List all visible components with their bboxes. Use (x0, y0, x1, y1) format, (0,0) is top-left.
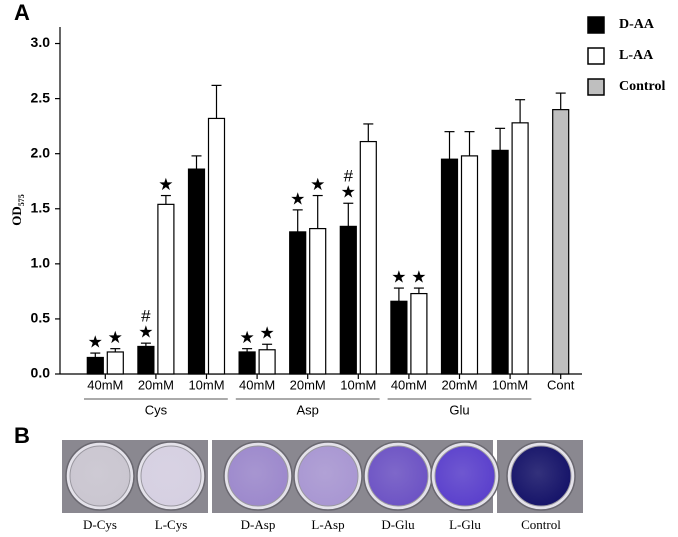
y-tick-label: 1.0 (31, 255, 51, 271)
x-tick-label: 10mM (492, 377, 528, 392)
legend-label: L-AA (619, 48, 654, 63)
bar (491, 149, 509, 375)
well (69, 445, 131, 507)
x-tick-label: 40mM (87, 377, 123, 392)
y-axis-label-main: OD (9, 206, 24, 226)
bar (440, 158, 459, 375)
x-tick-label: 10mM (340, 377, 376, 392)
well (297, 445, 359, 507)
bar (258, 349, 276, 375)
x-tick-label: 10mM (188, 377, 224, 392)
significance-mark: ★ (341, 183, 356, 202)
y-tick-label: 2.5 (31, 89, 51, 105)
legend-swatch (587, 16, 605, 34)
well (227, 445, 289, 507)
bar (137, 345, 155, 375)
y-tick-label: 0.5 (31, 310, 51, 326)
legend-swatch (587, 78, 605, 96)
significance-mark: ★ (310, 175, 325, 194)
bar (86, 356, 104, 375)
panel-label: A (14, 0, 30, 25)
significance-mark: ★ (88, 333, 103, 352)
x-tick-label: 40mM (391, 377, 427, 392)
group-label: Glu (449, 402, 469, 417)
y-tick-label: 3.0 (31, 34, 51, 50)
well (140, 445, 202, 507)
bar (309, 227, 327, 375)
panel-label: B (14, 423, 30, 448)
well-label: L-Asp (311, 517, 344, 532)
legend-swatch (587, 47, 605, 65)
bar (187, 168, 206, 375)
bar (511, 122, 529, 375)
well-label: L-Cys (155, 517, 188, 532)
significance-mark: ★ (290, 189, 305, 208)
significance-mark: # (141, 307, 151, 326)
bar (339, 225, 357, 375)
significance-mark: ★ (108, 328, 123, 347)
significance-mark: ★ (391, 268, 406, 287)
significance-mark: ★ (239, 328, 254, 347)
group-label: Cys (145, 402, 168, 417)
bar (238, 351, 256, 375)
bar (410, 292, 428, 375)
x-tick-label: 20mM (138, 377, 174, 392)
x-tick-label: Cont (547, 377, 575, 392)
bar (390, 300, 408, 375)
significance-mark: ★ (259, 324, 274, 343)
y-axis-label-sub: 575 (17, 194, 26, 206)
x-tick-label: 20mM (290, 377, 326, 392)
well-label: D-Asp (241, 517, 276, 532)
bar (106, 351, 124, 375)
well-label: D-Glu (381, 517, 415, 532)
legend-label: Control (619, 79, 666, 94)
x-tick-label: 40mM (239, 377, 275, 392)
well (367, 445, 429, 507)
y-tick-label: 0.0 (31, 365, 51, 381)
bar (157, 203, 175, 375)
bar (460, 155, 479, 375)
significance-mark: ★ (411, 268, 426, 287)
y-axis-label: OD575 (9, 194, 26, 226)
well-label: Control (521, 517, 561, 532)
group-label: Asp (296, 402, 318, 417)
y-tick-label: 2.0 (31, 144, 51, 160)
significance-mark: ★ (138, 323, 153, 342)
bar (207, 117, 226, 375)
well (434, 445, 496, 507)
bar (359, 140, 377, 375)
well (510, 445, 572, 507)
y-tick-label: 1.5 (31, 199, 51, 215)
significance-mark: ★ (158, 175, 173, 194)
well-label: L-Glu (449, 517, 481, 532)
bar (289, 231, 307, 375)
well-label: D-Cys (83, 517, 117, 532)
x-tick-label: 20mM (441, 377, 477, 392)
bar (552, 109, 570, 375)
legend-label: D-AA (619, 17, 655, 32)
significance-mark: # (344, 167, 354, 186)
